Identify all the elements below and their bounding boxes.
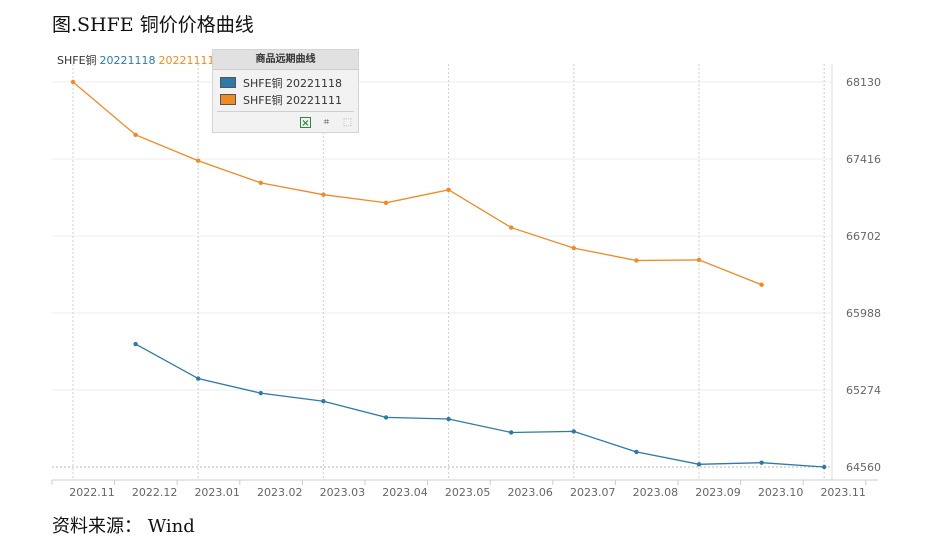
chart-grid bbox=[52, 64, 832, 480]
chart-plot bbox=[70, 79, 827, 470]
x-tick-label: 2023.03 bbox=[320, 486, 366, 499]
series-2-point bbox=[258, 180, 263, 186]
x-tick-label: 2022.12 bbox=[132, 486, 178, 499]
series-2-point bbox=[571, 245, 576, 251]
series-1-point bbox=[196, 376, 201, 381]
series-header-date-2: 20221111 bbox=[158, 54, 215, 67]
series-2-point bbox=[133, 132, 138, 138]
y-tick-label: 65274 bbox=[846, 384, 881, 397]
x-tick-label: 2023.10 bbox=[758, 486, 804, 499]
legend-title: 商品远期曲线 bbox=[213, 50, 358, 70]
series-1-point bbox=[759, 460, 764, 465]
legend-swatch-series-1 bbox=[220, 77, 236, 88]
series-1-point bbox=[634, 449, 639, 455]
y-tick-label: 65988 bbox=[846, 307, 881, 320]
x-tick-label: 2022.11 bbox=[69, 486, 115, 499]
series-2-point bbox=[383, 200, 389, 205]
x-tick-label: 2023.02 bbox=[257, 486, 303, 499]
select-icon[interactable]: ⬚ bbox=[342, 117, 353, 128]
series-1-point bbox=[133, 341, 138, 347]
series-1-point bbox=[446, 416, 451, 422]
series-header-label: SHFE铜 bbox=[57, 54, 97, 67]
x-tick-label: 2023.11 bbox=[820, 486, 866, 499]
y-tick-label: 64560 bbox=[846, 461, 881, 474]
series-line-2 bbox=[72, 81, 762, 286]
chart-axes: 64560 65274 65988 66702 67416 68130 2022.11 202… bbox=[51, 64, 881, 499]
legend-item-series-2[interactable]: SHFE铜 20221111 bbox=[220, 94, 342, 108]
legend-divider bbox=[217, 111, 354, 112]
series-2-point bbox=[759, 282, 764, 287]
x-tick-label: 2023.09 bbox=[695, 486, 741, 499]
legend-swatch-series-2 bbox=[220, 94, 236, 105]
series-header-date-1: 20221118 bbox=[99, 54, 156, 67]
series-1-point bbox=[696, 462, 702, 467]
series-1-point bbox=[258, 390, 263, 396]
y-tick-label: 68130 bbox=[846, 76, 881, 89]
series-header: SHFE铜 20221118 20221111 bbox=[57, 52, 215, 68]
series-2-point bbox=[446, 187, 451, 193]
y-tick-label: 66702 bbox=[846, 230, 881, 243]
x-tick-label: 2023.04 bbox=[382, 486, 428, 499]
series-1-point bbox=[509, 430, 514, 435]
legend-label-series-1: SHFE铜 20221118 bbox=[243, 77, 343, 90]
y-tick-label: 67416 bbox=[846, 153, 881, 166]
series-1-point bbox=[822, 464, 827, 470]
legend-item-series-1[interactable]: SHFE铜 20221118 bbox=[220, 77, 342, 91]
x-tick-label: 2023.07 bbox=[570, 486, 616, 499]
x-tick-label: 2023.01 bbox=[194, 486, 240, 499]
series-1-point bbox=[571, 429, 576, 434]
excel-export-icon[interactable]: × bbox=[300, 117, 311, 129]
figure-title: 图.SHFE 铜价价格曲线 bbox=[52, 14, 254, 36]
series-2-point bbox=[634, 258, 639, 263]
series-2-point bbox=[196, 158, 201, 163]
source-note: 资料来源： Wind bbox=[52, 516, 195, 537]
x-tick-label: 2023.08 bbox=[633, 486, 679, 499]
series-2-point bbox=[321, 192, 326, 197]
series-2-point bbox=[696, 257, 702, 263]
series-1-point bbox=[321, 399, 326, 404]
series-line-1 bbox=[135, 343, 825, 468]
crop-icon[interactable]: ⌗ bbox=[323, 117, 330, 128]
chart-legend[interactable]: 商品远期曲线 SHFE铜 20221118 SHFE铜 20221111 × ⌗… bbox=[212, 49, 359, 133]
series-1-point bbox=[383, 415, 389, 420]
legend-label-series-2: SHFE铜 20221111 bbox=[243, 94, 343, 107]
series-2-point bbox=[70, 79, 76, 85]
x-tick-label: 2023.05 bbox=[445, 486, 491, 499]
series-2-point bbox=[509, 225, 514, 230]
x-tick-label: 2023.06 bbox=[507, 486, 553, 499]
